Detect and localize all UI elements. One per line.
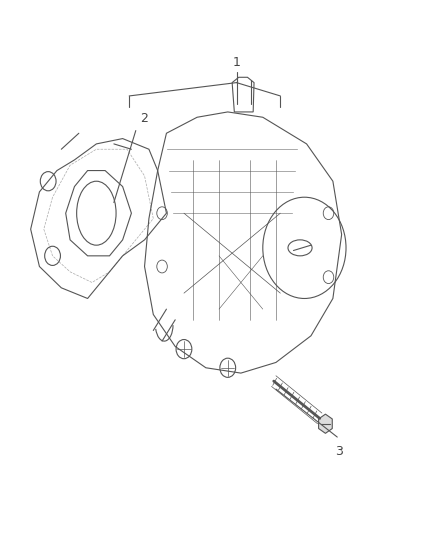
Text: 1: 1 (233, 56, 240, 69)
Polygon shape (318, 414, 332, 433)
Text: 2: 2 (140, 112, 148, 125)
Text: 3: 3 (336, 445, 343, 458)
